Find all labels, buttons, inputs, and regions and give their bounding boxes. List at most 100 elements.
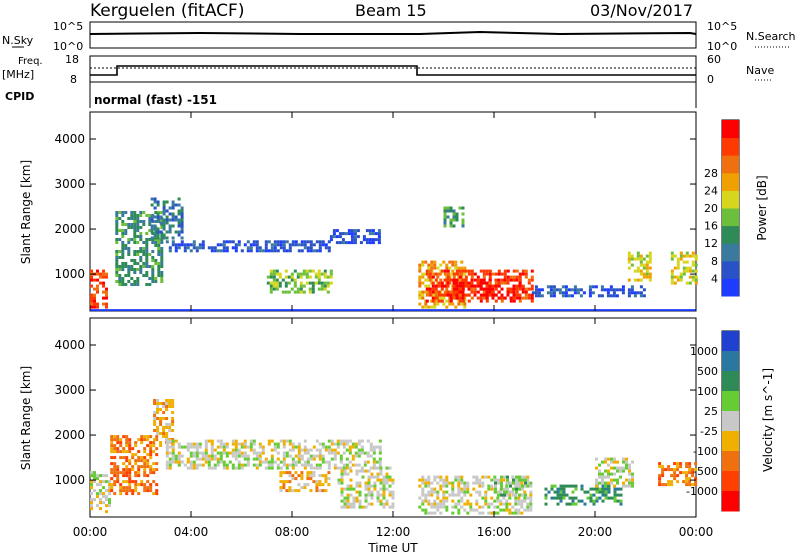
data-cell	[461, 296, 465, 300]
data-cell	[149, 483, 153, 487]
data-cell	[458, 206, 462, 210]
data-cell	[125, 459, 129, 463]
data-cell	[153, 200, 157, 204]
data-cell	[382, 475, 386, 479]
data-cell	[673, 477, 677, 481]
data-cell	[515, 296, 519, 300]
data-cell	[145, 247, 149, 250]
data-cell	[222, 442, 226, 446]
data-cell	[267, 439, 271, 443]
data-cell	[367, 490, 371, 494]
data-cell	[379, 487, 383, 491]
data-cell	[487, 502, 491, 506]
data-cell	[345, 457, 349, 461]
data-cell	[113, 483, 117, 487]
data-cell	[349, 493, 353, 497]
data-cell	[385, 481, 389, 485]
data-cell	[524, 481, 527, 485]
data-cell	[300, 240, 304, 244]
data-cell	[116, 477, 120, 481]
data-cell	[192, 463, 196, 467]
data-cell	[207, 439, 211, 443]
data-cell	[96, 302, 99, 306]
data-cell	[439, 263, 443, 267]
data-cell	[267, 463, 271, 467]
data-cell	[255, 240, 259, 244]
data-cell	[446, 290, 450, 294]
data-cell	[139, 271, 143, 274]
data-cell	[437, 284, 441, 288]
data-cell	[154, 211, 158, 214]
data-cell	[143, 483, 147, 487]
data-cell	[685, 483, 689, 487]
data-cell	[475, 478, 479, 482]
data-cell	[601, 499, 605, 503]
data-cell	[351, 454, 355, 458]
data-cell	[302, 284, 306, 288]
data-cell	[667, 480, 671, 484]
data-cell	[512, 278, 516, 282]
data-cell	[133, 283, 137, 286]
data-cell	[284, 281, 288, 285]
data-cell	[595, 496, 599, 500]
data-cell	[125, 486, 129, 490]
data-cell	[648, 260, 652, 264]
data-cell	[580, 487, 584, 491]
data-cell	[342, 439, 346, 443]
data-cell	[433, 266, 437, 270]
data-cell	[327, 466, 331, 470]
data-cell	[428, 269, 432, 273]
data-cell	[294, 445, 298, 449]
data-cell	[421, 263, 425, 267]
data-cell	[461, 281, 465, 285]
data-cell	[436, 490, 440, 494]
data-cell	[198, 243, 202, 247]
data-cell	[130, 277, 134, 280]
data-cell	[102, 296, 105, 300]
data-cell	[452, 272, 456, 276]
data-cell	[121, 229, 125, 232]
data-cell	[282, 243, 286, 247]
data-cell	[455, 215, 459, 219]
data-cell	[377, 241, 381, 245]
freq-unit-label: [MHz]	[2, 68, 34, 81]
data-cell	[418, 263, 422, 267]
data-cell	[452, 290, 456, 294]
data-cell	[613, 472, 616, 476]
data-cell	[343, 496, 347, 500]
data-cell	[679, 462, 683, 466]
data-cell	[151, 241, 155, 244]
data-cell	[288, 471, 292, 475]
data-cell	[343, 502, 347, 506]
data-cell	[294, 243, 298, 247]
data-cell	[352, 505, 356, 509]
data-cell	[549, 288, 553, 292]
data-cell	[625, 478, 628, 482]
data-cell	[595, 490, 599, 494]
data-cell	[234, 439, 238, 443]
data-cell	[502, 478, 506, 482]
data-cell	[515, 490, 518, 494]
data-cell	[90, 507, 93, 511]
data-cell	[351, 463, 355, 467]
data-cell	[440, 299, 444, 303]
data-cell	[353, 235, 357, 239]
data-cell	[309, 454, 313, 458]
data-cell	[267, 442, 271, 446]
data-cell	[673, 474, 677, 478]
data-cell	[340, 505, 344, 509]
data-cell	[449, 290, 453, 294]
data-cell	[600, 285, 604, 289]
data-cell	[300, 454, 304, 458]
data-cell	[488, 269, 492, 273]
data-cell	[125, 456, 129, 460]
data-cell	[90, 498, 93, 502]
data-cell	[601, 484, 605, 488]
data-cell	[503, 490, 506, 494]
data-cell	[177, 457, 181, 461]
data-cell	[421, 275, 425, 279]
data-cell	[198, 445, 202, 449]
data-cell	[293, 278, 297, 282]
data-cell	[549, 291, 553, 295]
data-cell	[302, 290, 306, 294]
